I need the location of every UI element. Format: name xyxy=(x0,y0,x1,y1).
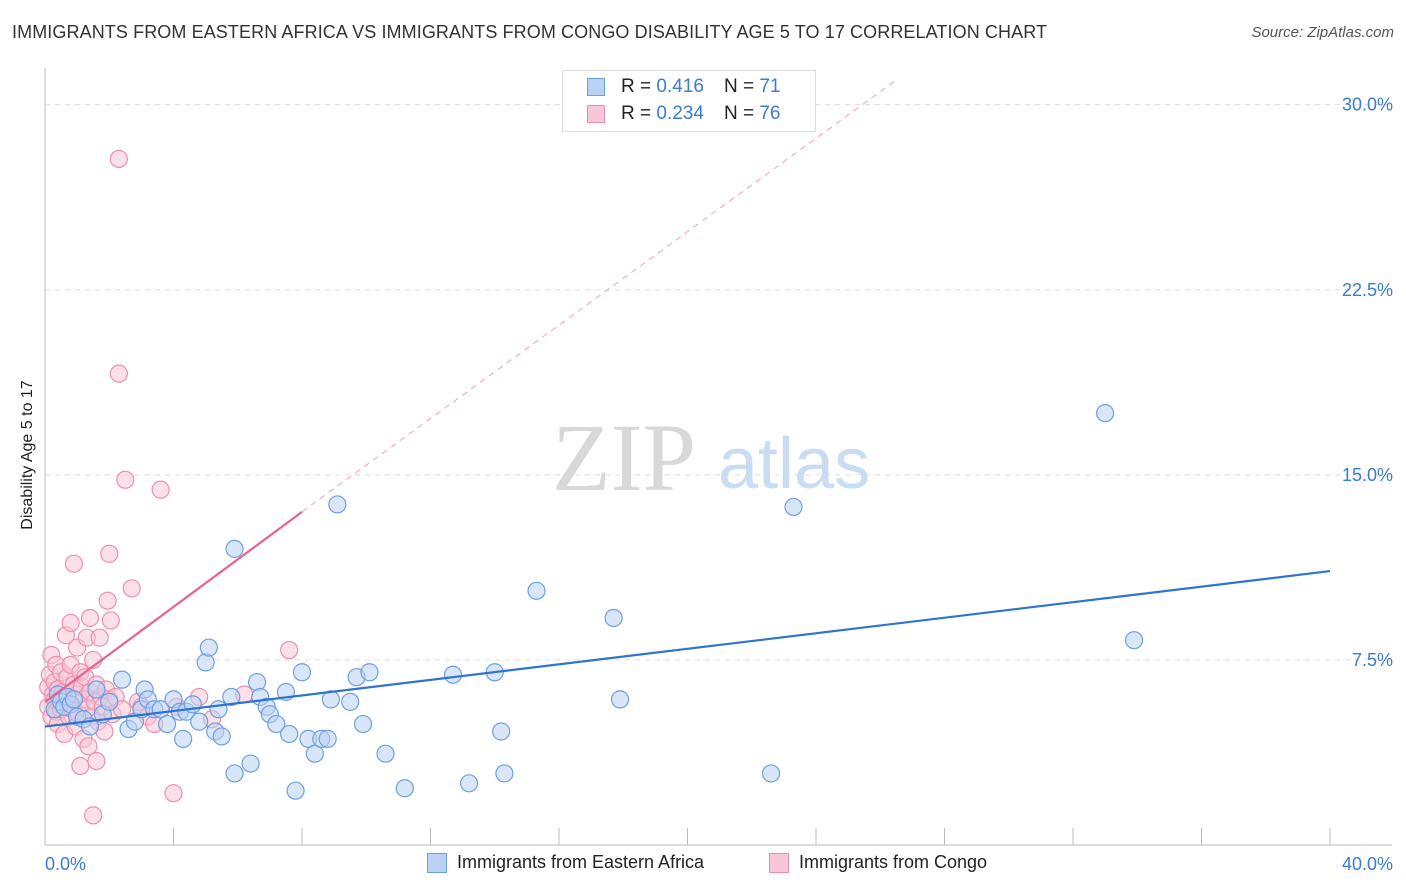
point-eastern-africa xyxy=(222,687,241,707)
point-eastern-africa xyxy=(157,714,177,734)
series-legend-congo: Immigrants from Congo xyxy=(769,852,987,873)
point-eastern-africa xyxy=(610,690,630,709)
series-label: Immigrants from Eastern Africa xyxy=(457,852,705,872)
watermark: ZIP atlas xyxy=(552,404,870,511)
point-congo xyxy=(116,470,135,489)
point-congo xyxy=(101,611,120,630)
point-eastern-africa xyxy=(87,680,106,699)
tick-labels: 7.5% 15.0% 22.5% 30.0% 0.0% 40.0% xyxy=(45,95,1393,874)
series-label: Immigrants from Congo xyxy=(799,852,988,872)
point-congo xyxy=(151,480,170,499)
grid-lines xyxy=(45,104,1392,661)
point-eastern-africa xyxy=(174,729,193,748)
point-congo xyxy=(79,737,98,756)
point-eastern-africa xyxy=(225,539,244,558)
point-eastern-africa xyxy=(280,724,299,744)
y-tick-label: 22.5% xyxy=(1342,280,1393,300)
source-label: Source: ZipAtlas.com xyxy=(1251,24,1394,41)
point-congo xyxy=(84,806,103,825)
point-eastern-africa xyxy=(247,673,267,692)
legend-swatch-blue xyxy=(587,78,605,96)
point-congo xyxy=(98,591,117,610)
point-eastern-africa xyxy=(64,690,84,709)
point-eastern-africa xyxy=(761,764,781,783)
x-tick-label: 40.0% xyxy=(1342,854,1393,874)
point-eastern-africa xyxy=(495,764,514,783)
point-congo xyxy=(80,608,100,628)
point-eastern-africa xyxy=(241,754,260,773)
watermark-atlas: atlas xyxy=(718,424,870,504)
legend-row-eastern-africa: R = 0.416 N = 71 xyxy=(587,75,780,99)
point-eastern-africa xyxy=(604,608,623,628)
point-eastern-africa xyxy=(292,663,312,682)
point-eastern-africa xyxy=(286,781,305,800)
y-tick-label: 30.0% xyxy=(1342,95,1393,115)
y-tick-label: 15.0% xyxy=(1342,465,1393,485)
legend-n-label: N = xyxy=(723,76,755,97)
point-eastern-africa xyxy=(267,714,286,734)
series-swatch-blue xyxy=(427,852,447,873)
point-eastern-africa xyxy=(100,692,119,711)
point-congo xyxy=(122,579,141,598)
point-eastern-africa xyxy=(527,581,546,600)
point-eastern-africa xyxy=(459,774,479,793)
legend-r-value: 0.416 xyxy=(656,76,704,97)
legend-n-label: N = xyxy=(723,103,755,124)
point-eastern-africa xyxy=(1096,404,1115,423)
watermark-zip: ZIP xyxy=(552,404,696,511)
point-congo xyxy=(71,756,90,776)
point-eastern-africa xyxy=(784,497,803,517)
legend-n-value: 71 xyxy=(759,76,781,97)
data-points xyxy=(39,149,1144,825)
trend-extension-congo xyxy=(301,79,897,513)
point-congo xyxy=(87,751,106,771)
point-eastern-africa xyxy=(395,779,414,798)
legend-r-value: 0.234 xyxy=(656,103,704,124)
point-eastern-africa xyxy=(1124,631,1144,650)
point-eastern-africa xyxy=(360,663,379,682)
y-tick-label: 7.5% xyxy=(1352,650,1393,670)
trend-lines xyxy=(44,79,1331,728)
legend-r-label: R = xyxy=(621,76,652,97)
x-tick-label: 0.0% xyxy=(45,854,86,874)
point-congo xyxy=(109,364,128,383)
point-eastern-africa xyxy=(209,700,228,719)
legend-row-congo: R = 0.234 N = 76 xyxy=(587,102,780,126)
point-congo xyxy=(90,628,109,647)
point-congo xyxy=(61,613,80,633)
point-eastern-africa xyxy=(199,638,218,657)
point-eastern-africa xyxy=(492,722,511,741)
legend-swatch-pink xyxy=(587,105,605,123)
point-eastern-africa xyxy=(318,729,337,748)
point-eastern-africa xyxy=(328,495,347,514)
point-congo xyxy=(280,640,299,660)
point-congo xyxy=(164,784,183,803)
point-eastern-africa xyxy=(341,692,360,711)
legend-n-value: 76 xyxy=(759,103,781,124)
point-eastern-africa xyxy=(196,653,215,672)
point-eastern-africa xyxy=(443,665,463,684)
point-eastern-africa xyxy=(112,670,132,689)
series-legend-eastern-africa: Immigrants from Eastern Africa xyxy=(427,852,704,873)
trend-line-eastern-africa xyxy=(44,569,1331,728)
point-congo xyxy=(109,149,128,169)
legend-r-label: R = xyxy=(621,103,652,124)
series-swatch-pink xyxy=(769,852,789,873)
point-congo xyxy=(64,554,84,573)
chart-title: IMMIGRANTS FROM EASTERN AFRICA VS IMMIGR… xyxy=(12,22,1048,42)
point-congo xyxy=(100,544,119,563)
point-eastern-africa xyxy=(376,744,395,763)
point-eastern-africa xyxy=(225,764,244,783)
trend-line-congo xyxy=(44,510,303,703)
point-eastern-africa xyxy=(353,714,373,734)
point-eastern-africa xyxy=(190,712,209,731)
point-eastern-africa xyxy=(212,727,231,746)
correlation-legend: R = 0.416 N = 71 R = 0.234 N = 76 xyxy=(562,70,816,132)
